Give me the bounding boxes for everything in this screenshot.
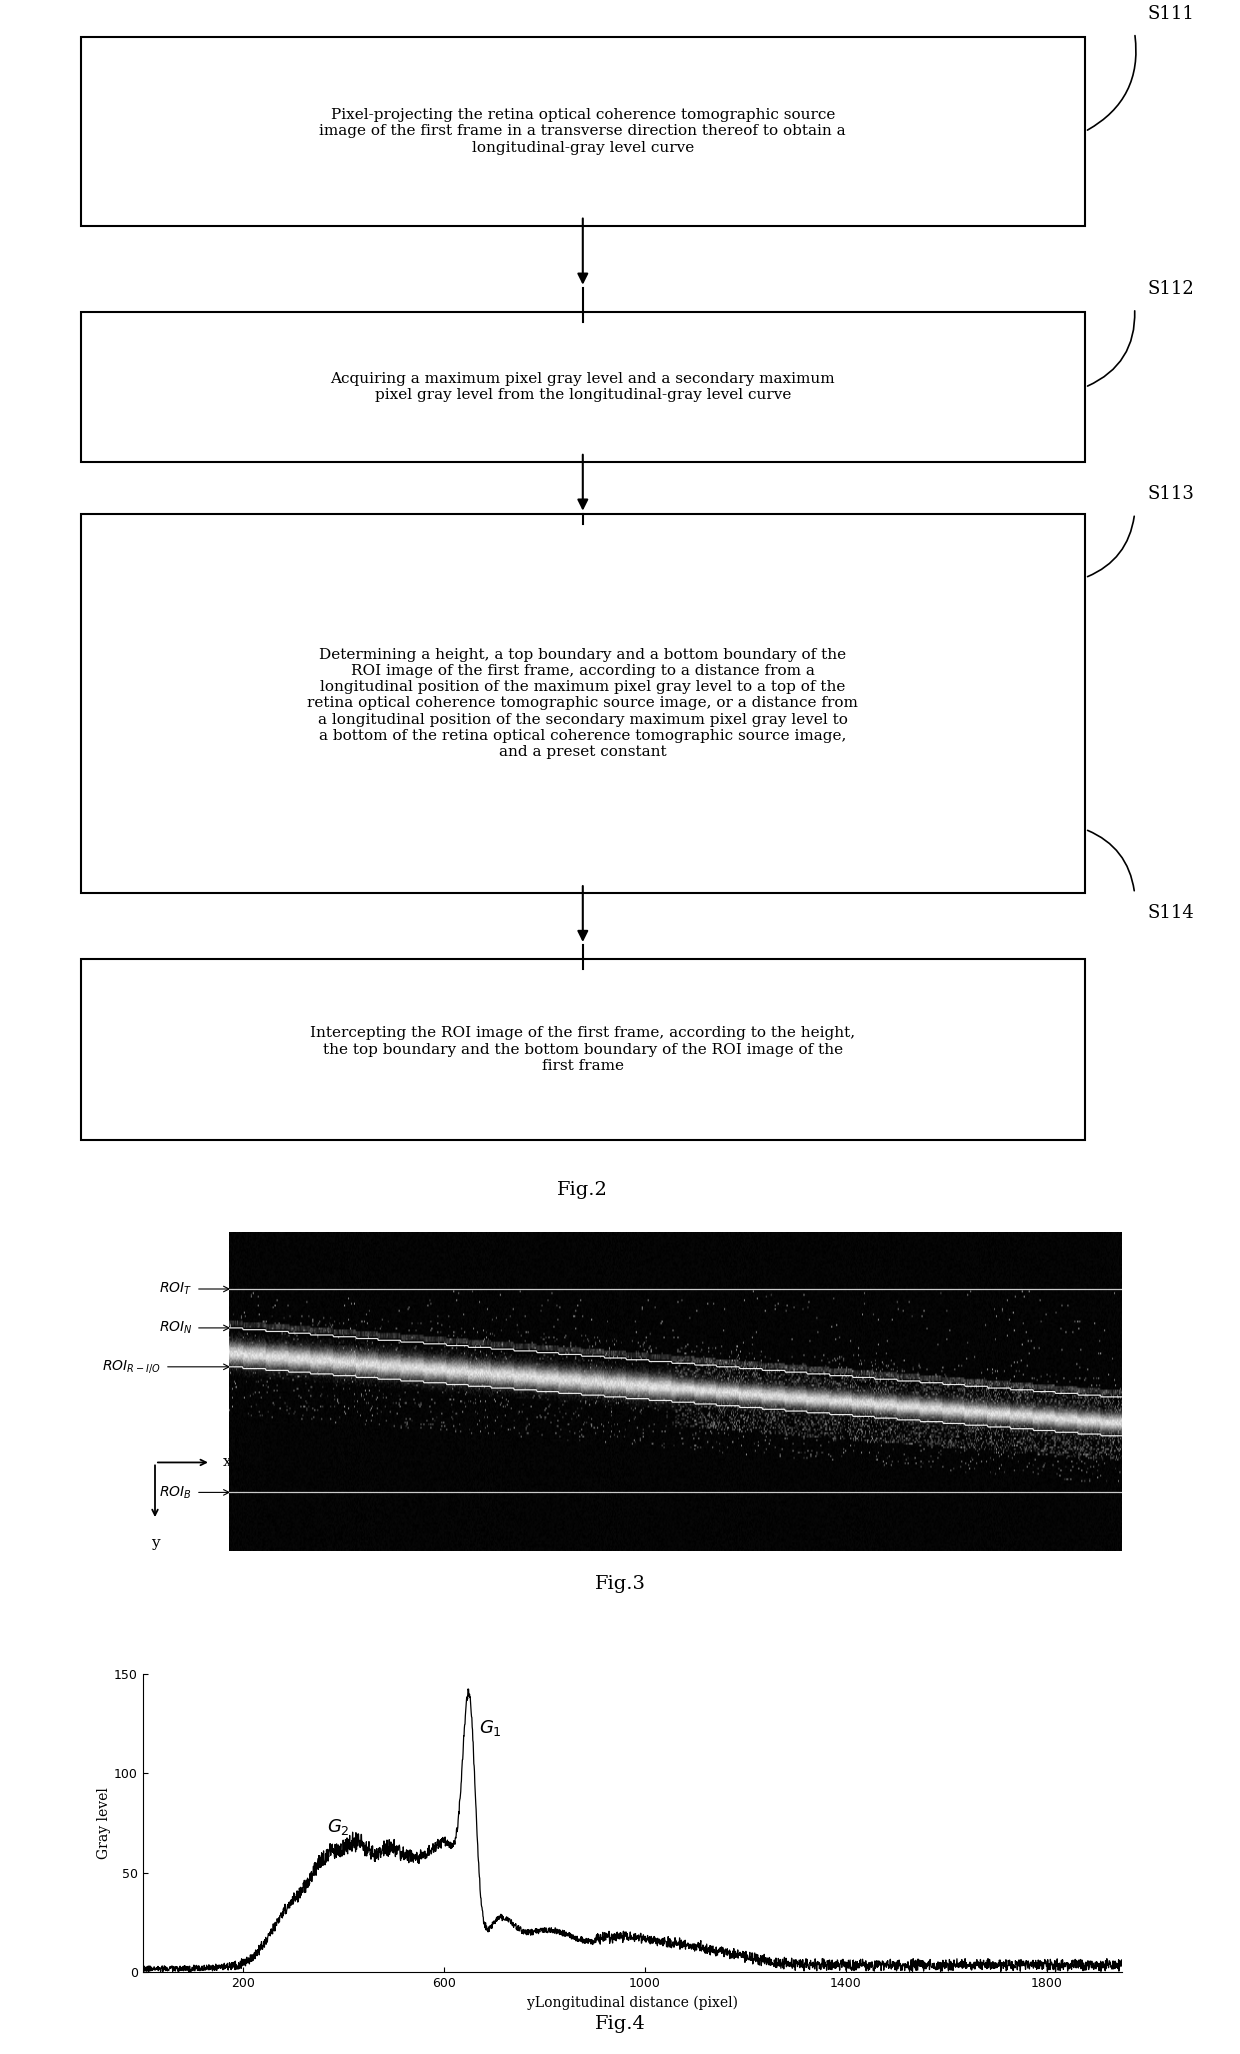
Text: S113: S113	[1147, 485, 1194, 503]
Text: Fig.4: Fig.4	[594, 2015, 646, 2033]
FancyBboxPatch shape	[81, 312, 1085, 462]
Text: Acquiring a maximum pixel gray level and a secondary maximum
pixel gray level fr: Acquiring a maximum pixel gray level and…	[331, 372, 835, 403]
Text: S111: S111	[1147, 4, 1194, 23]
Text: x: x	[223, 1456, 232, 1469]
Text: Fig.3: Fig.3	[594, 1575, 646, 1594]
Text: $G_2$: $G_2$	[327, 1818, 350, 1836]
Text: $G_1$: $G_1$	[479, 1717, 502, 1738]
Y-axis label: Gray level: Gray level	[97, 1787, 112, 1859]
FancyBboxPatch shape	[81, 514, 1085, 893]
Text: Fig.2: Fig.2	[557, 1181, 609, 1200]
Text: Determining a height, a top boundary and a bottom boundary of the
ROI image of t: Determining a height, a top boundary and…	[308, 647, 858, 760]
Text: Intercepting the ROI image of the first frame, according to the height,
the top : Intercepting the ROI image of the first …	[310, 1027, 856, 1072]
Text: S114: S114	[1147, 904, 1194, 922]
Text: $ROI_N$: $ROI_N$	[159, 1321, 192, 1335]
FancyBboxPatch shape	[81, 959, 1085, 1140]
Text: $ROI_{R-I/O}$: $ROI_{R-I/O}$	[103, 1358, 161, 1376]
Text: $ROI_T$: $ROI_T$	[159, 1282, 192, 1298]
Text: S112: S112	[1147, 279, 1194, 298]
Text: Pixel-projecting the retina optical coherence tomographic source
image of the fi: Pixel-projecting the retina optical cohe…	[320, 109, 846, 154]
X-axis label: yLongitudinal distance (pixel): yLongitudinal distance (pixel)	[527, 1994, 738, 2009]
Text: $ROI_B$: $ROI_B$	[160, 1485, 192, 1501]
FancyBboxPatch shape	[81, 37, 1085, 226]
Text: y: y	[151, 1536, 159, 1551]
